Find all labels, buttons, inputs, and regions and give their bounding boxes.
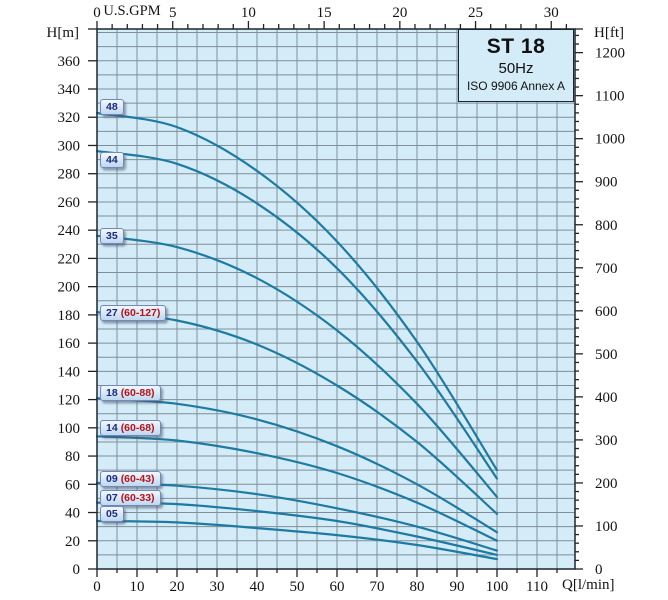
curve-badge-09: 09 (60-43)	[100, 470, 161, 487]
curve-badge-stages: 07	[106, 492, 118, 505]
right-axis-tick-label: 800	[595, 218, 618, 234]
curve-badge-range: (60-68)	[120, 421, 155, 434]
pump-curve-48	[95, 111, 499, 472]
curve-badge-range: (60-43)	[120, 472, 155, 485]
frequency-label: 50Hz	[498, 60, 534, 77]
pump-curve-27	[95, 311, 499, 515]
left-axis-tick-label: 340	[58, 82, 81, 98]
right-axis-tick-label: 500	[595, 347, 618, 363]
bottom-axis-tick-label: 0	[93, 579, 101, 595]
right-axis-tick-label: 200	[595, 476, 618, 492]
curve-badge-stages: 18	[106, 386, 118, 399]
left-axis-tick-label: 0	[73, 562, 81, 578]
right-axis-tick-label: 600	[595, 304, 618, 320]
curve-badge-27: 27 (60-127)	[100, 305, 167, 322]
left-axis-tick-label: 140	[58, 364, 81, 380]
pump-curve-14	[95, 435, 499, 542]
left-axis-tick-label: 60	[65, 477, 80, 493]
bottom-axis-tick-label: 70	[370, 579, 385, 595]
bottom-axis-tick-label: 20	[170, 579, 185, 595]
curve-badge-48: 48	[100, 99, 124, 116]
right-axis-tick-label: 0	[595, 562, 603, 578]
right-axis-unit-label: H[ft]	[594, 25, 624, 41]
right-axis-tick-label: 700	[595, 261, 618, 277]
bottom-axis-tick-label: 110	[526, 579, 548, 595]
plot-background	[97, 29, 575, 569]
left-axis-tick-label: 280	[58, 167, 81, 183]
bottom-axis-tick-label: 10	[130, 579, 145, 595]
bottom-axis-tick-label: 90	[450, 579, 465, 595]
curve-badge-44: 44	[100, 151, 124, 168]
top-axis-tick-label: 0	[93, 5, 101, 21]
left-axis-tick-label: 100	[58, 421, 81, 437]
top-axis-tick-label: 10	[241, 5, 256, 21]
right-axis-tick-label: 900	[595, 175, 618, 191]
curve-badge-stages: 09	[106, 472, 118, 485]
curve-badge-07: 07 (60-33)	[100, 490, 161, 507]
pump-curve-05	[95, 519, 499, 561]
left-axis-tick-label: 220	[58, 251, 81, 267]
pump-curves	[95, 111, 499, 561]
curve-badge-stages: 35	[106, 229, 118, 242]
curve-badge-18: 18 (60-88)	[100, 384, 161, 401]
right-axis-tick-label: 100	[595, 519, 618, 535]
bottom-axis-tick-label: 40	[250, 579, 265, 595]
left-axis-tick-label: 120	[58, 393, 81, 409]
curve-badge-stages: 44	[106, 153, 118, 166]
curve-badge-range: (60-127)	[120, 307, 161, 320]
top-axis-tick-label: 30	[544, 5, 559, 21]
right-axis-tick-label: 1000	[595, 132, 625, 148]
left-axis-tick-label: 80	[65, 449, 80, 465]
right-axis-tick-label: 1200	[595, 46, 625, 62]
curve-badge-stages: 48	[106, 101, 118, 114]
left-axis-tick-label: 20	[65, 534, 80, 550]
left-axis-tick-label: 300	[58, 138, 81, 154]
top-axis-tick-label: 5	[169, 5, 177, 21]
bottom-axis-unit-label: Q[l/min]	[562, 577, 615, 593]
right-axis-tick-label: 400	[595, 390, 618, 406]
bottom-axis-tick-label: 100	[486, 579, 509, 595]
top-axis-tick-label: 25	[468, 5, 483, 21]
curve-badge-range: (60-33)	[120, 492, 155, 505]
curve-badge-35: 35	[100, 227, 124, 244]
top-axis-tick-label: 20	[392, 5, 407, 21]
pump-curve-44	[95, 150, 499, 480]
left-axis-tick-label: 260	[58, 195, 81, 211]
left-axis-tick-label: 160	[58, 336, 81, 352]
top-axis-tick-label: 15	[317, 5, 332, 21]
plot-border	[96, 28, 576, 570]
right-axis-tick-label: 300	[595, 433, 618, 449]
pump-curve-18	[95, 397, 499, 534]
left-axis-tick-label: 360	[58, 54, 81, 70]
right-axis-tick-label: 1100	[595, 89, 624, 105]
left-axis-tick-label: 240	[58, 223, 81, 239]
pump-curve-07	[95, 501, 499, 556]
standard-label: ISO 9906 Annex A	[466, 79, 566, 93]
left-axis-tick-label: 320	[58, 110, 81, 126]
bottom-axis-tick-label: 30	[210, 579, 225, 595]
curve-badge-stages: 14	[106, 421, 118, 434]
curve-badge-range: (60-88)	[120, 386, 155, 399]
bottom-axis-tick-label: 60	[330, 579, 345, 595]
axis-tick-labels: 0 5 10 15 20 25 300 10 20 30 40 50 60 70 80 90 100 110020…	[58, 5, 626, 595]
bottom-axis-tick-label: 50	[290, 579, 305, 595]
pump-curve-09	[95, 481, 499, 552]
left-axis-unit-label: H[m]	[46, 25, 80, 41]
pump-model-title: ST 18	[486, 35, 546, 58]
curve-badge-14: 14 (60-68)	[100, 419, 161, 436]
curve-badge-05: 05	[100, 505, 124, 522]
bottom-axis-tick-label: 80	[410, 579, 425, 595]
pump-curve-35	[95, 234, 499, 499]
curve-badge-stages: 27	[106, 307, 118, 320]
title-box: ST 18 50Hz ISO 9906 Annex A	[458, 29, 574, 102]
top-axis-unit-label: U.S.GPM	[103, 3, 161, 19]
axis-ticks	[88, 21, 583, 577]
left-axis-tick-label: 200	[58, 280, 81, 296]
left-axis-tick-label: 40	[65, 506, 80, 522]
curve-badge-stages: 05	[106, 507, 118, 520]
left-axis-tick-label: 180	[58, 308, 81, 324]
